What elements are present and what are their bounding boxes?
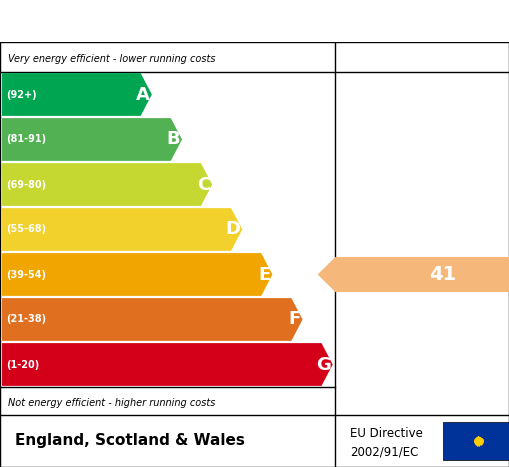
Text: (21-38): (21-38): [6, 314, 46, 325]
Text: B: B: [166, 130, 180, 149]
Text: G: G: [316, 355, 331, 374]
Polygon shape: [2, 118, 182, 161]
Text: 2002/91/EC: 2002/91/EC: [350, 446, 418, 459]
Text: EU Directive: EU Directive: [350, 427, 423, 440]
Text: Not energy efficient - higher running costs: Not energy efficient - higher running co…: [8, 398, 215, 408]
Text: (39-54): (39-54): [6, 269, 46, 280]
Text: (81-91): (81-91): [6, 134, 46, 144]
Polygon shape: [2, 298, 302, 341]
Bar: [443, 422, 509, 460]
Text: (92+): (92+): [6, 90, 37, 99]
Text: (55-68): (55-68): [6, 225, 46, 234]
Polygon shape: [318, 257, 509, 292]
Polygon shape: [2, 253, 272, 296]
Text: (1-20): (1-20): [6, 360, 39, 369]
Text: C: C: [197, 176, 210, 193]
Text: E: E: [258, 266, 270, 283]
Polygon shape: [2, 208, 242, 251]
Text: Energy Efficiency Rating: Energy Efficiency Rating: [15, 12, 284, 30]
Text: Very energy efficient - lower running costs: Very energy efficient - lower running co…: [8, 54, 215, 64]
Polygon shape: [2, 163, 212, 206]
Text: F: F: [288, 311, 300, 328]
Text: A: A: [136, 85, 150, 104]
Text: 41: 41: [429, 265, 456, 284]
Text: (69-80): (69-80): [6, 179, 46, 190]
Polygon shape: [2, 73, 152, 116]
Text: D: D: [225, 220, 240, 239]
Text: England, Scotland & Wales: England, Scotland & Wales: [15, 433, 245, 448]
Polygon shape: [2, 343, 333, 386]
